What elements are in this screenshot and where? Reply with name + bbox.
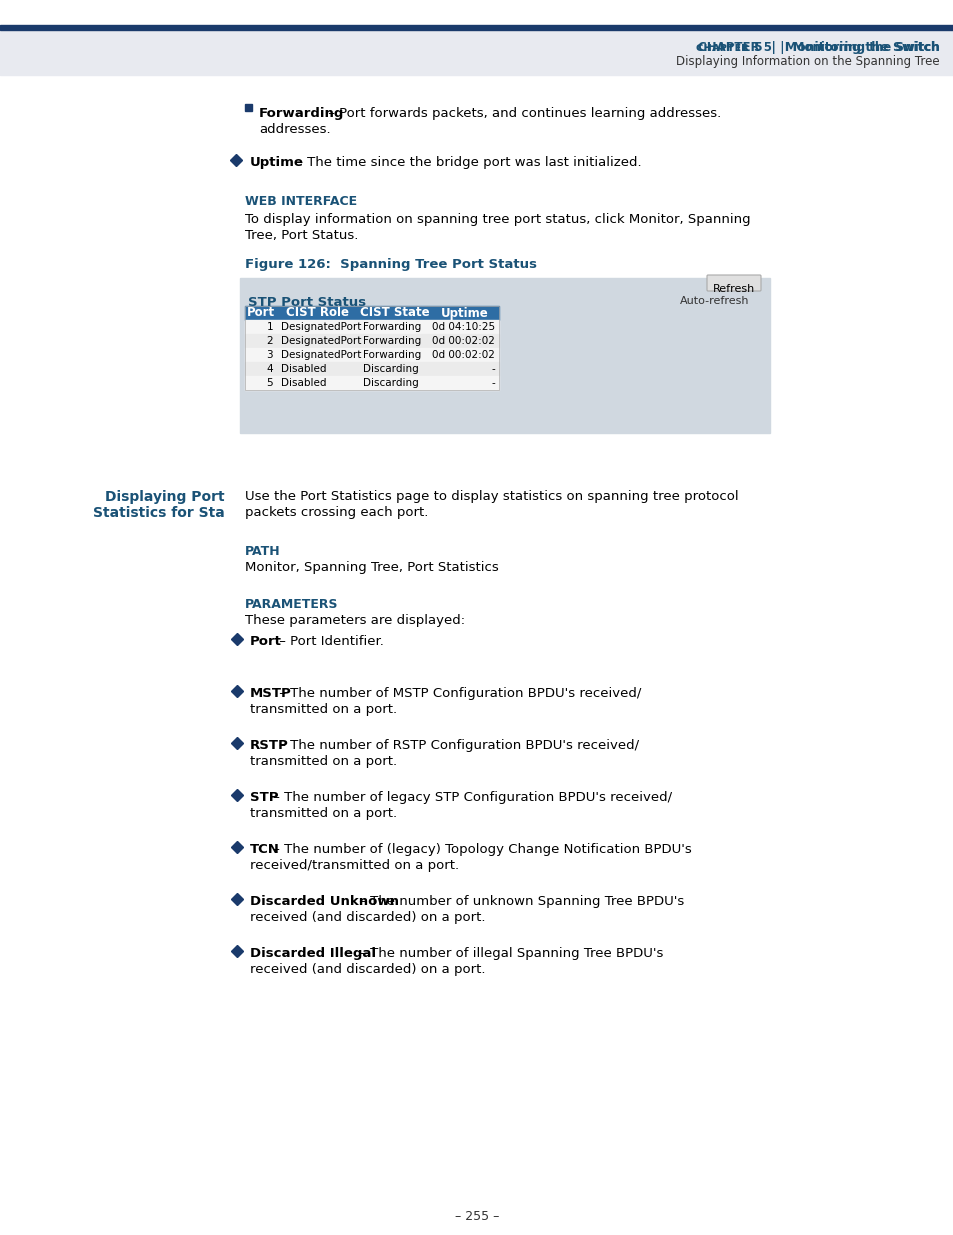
Text: To display information on spanning tree port status, click Monitor, Spanning: To display information on spanning tree … — [245, 212, 750, 226]
Text: packets crossing each port.: packets crossing each port. — [245, 506, 428, 519]
Text: 4: 4 — [266, 364, 273, 374]
Text: – The number of illegal Spanning Tree BPDU's: – The number of illegal Spanning Tree BP… — [355, 947, 663, 960]
Bar — [245, 333, 498, 348]
Text: STP: STP — [250, 790, 278, 804]
Bar — [245, 348, 498, 362]
Text: RSTP: RSTP — [250, 739, 289, 752]
Text: Port: Port — [250, 635, 281, 648]
Text: 2: 2 — [266, 336, 273, 346]
Text: 1: 1 — [266, 322, 273, 332]
Text: PATH: PATH — [245, 545, 280, 558]
Text: Discarded Unknown: Discarded Unknown — [250, 895, 398, 908]
Text: Forwarding: Forwarding — [363, 336, 421, 346]
Text: CIST State: CIST State — [360, 306, 430, 320]
Text: – The time since the bridge port was last initialized.: – The time since the bridge port was las… — [292, 156, 641, 169]
Text: Discarding: Discarding — [363, 364, 418, 374]
Bar — [240, 278, 769, 433]
Text: DesignatedPort: DesignatedPort — [281, 350, 361, 359]
Text: Discarded Illegal: Discarded Illegal — [250, 947, 375, 960]
Text: transmitted on a port.: transmitted on a port. — [250, 806, 396, 820]
Text: Auto-refresh: Auto-refresh — [679, 296, 749, 306]
Text: TCN: TCN — [250, 844, 279, 856]
Text: Forwarding: Forwarding — [258, 107, 344, 120]
Text: Forwarding: Forwarding — [363, 322, 421, 332]
Bar — [245, 306, 498, 320]
Text: MSTP: MSTP — [250, 687, 292, 700]
Text: – Port forwards packets, and continues learning addresses.: – Port forwards packets, and continues l… — [324, 107, 720, 120]
Text: Statistics for Sta: Statistics for Sta — [93, 506, 225, 520]
Text: Displaying Information on the Spanning Tree: Displaying Information on the Spanning T… — [676, 56, 939, 68]
Text: DesignatedPort: DesignatedPort — [281, 322, 361, 332]
Text: 3: 3 — [266, 350, 273, 359]
Text: CIST Role: CIST Role — [286, 306, 349, 320]
Text: Port: Port — [247, 306, 274, 320]
Text: – The number of unknown Spanning Tree BPDU's: – The number of unknown Spanning Tree BP… — [355, 895, 684, 908]
Text: Figure 126:  Spanning Tree Port Status: Figure 126: Spanning Tree Port Status — [245, 258, 537, 270]
Text: 0d 04:10:25: 0d 04:10:25 — [432, 322, 495, 332]
Text: transmitted on a port.: transmitted on a port. — [250, 755, 396, 768]
Text: received (and discarded) on a port.: received (and discarded) on a port. — [250, 911, 485, 924]
Text: Disabled: Disabled — [281, 378, 326, 388]
Text: – 255 –: – 255 – — [455, 1210, 498, 1223]
Bar — [0, 0, 953, 28]
Text: STP Port Status: STP Port Status — [248, 296, 366, 309]
Text: received/transmitted on a port.: received/transmitted on a port. — [250, 860, 458, 872]
Text: WEB INTERFACE: WEB INTERFACE — [245, 195, 356, 207]
Text: Refresh: Refresh — [712, 284, 755, 294]
FancyBboxPatch shape — [706, 275, 760, 291]
Text: Forwarding: Forwarding — [363, 350, 421, 359]
Text: – The number of (legacy) Topology Change Notification BPDU's: – The number of (legacy) Topology Change… — [269, 844, 691, 856]
Bar — [245, 362, 498, 375]
Text: Monitor, Spanning Tree, Port Statistics: Monitor, Spanning Tree, Port Statistics — [245, 561, 498, 574]
Text: 5: 5 — [266, 378, 273, 388]
Text: DesignatedPort: DesignatedPort — [281, 336, 361, 346]
Text: -: - — [491, 378, 495, 388]
Text: Use the Port Statistics page to display statistics on spanning tree protocol: Use the Port Statistics page to display … — [245, 490, 738, 503]
Text: Uptime: Uptime — [250, 156, 304, 169]
Bar — [0, 25, 953, 30]
Text: – The number of legacy STP Configuration BPDU's received/: – The number of legacy STP Configuration… — [269, 790, 671, 804]
Bar — [245, 375, 498, 390]
Text: Uptime: Uptime — [440, 306, 488, 320]
Text: addresses.: addresses. — [258, 124, 331, 136]
Text: – Port Identifier.: – Port Identifier. — [274, 635, 383, 648]
Text: Discarding: Discarding — [363, 378, 418, 388]
Text: 0d 00:02:02: 0d 00:02:02 — [432, 336, 495, 346]
Text: CHAPTER 5  |  Monitoring the Switch: CHAPTER 5 | Monitoring the Switch — [698, 41, 939, 53]
Bar — [245, 320, 498, 333]
Text: – The number of RSTP Configuration BPDU's received/: – The number of RSTP Configuration BPDU'… — [274, 739, 639, 752]
Text: Tree, Port Status.: Tree, Port Status. — [245, 228, 358, 242]
Text: transmitted on a port.: transmitted on a port. — [250, 703, 396, 716]
Text: -: - — [491, 364, 495, 374]
Text: Disabled: Disabled — [281, 364, 326, 374]
Bar — [245, 306, 498, 390]
Text: PARAMETERS: PARAMETERS — [245, 598, 338, 611]
Bar — [245, 104, 252, 111]
Text: These parameters are displayed:: These parameters are displayed: — [245, 614, 465, 627]
Text: 0d 00:02:02: 0d 00:02:02 — [432, 350, 495, 359]
Text: received (and discarded) on a port.: received (and discarded) on a port. — [250, 963, 485, 976]
Bar — [0, 28, 953, 75]
Bar — [747, 279, 757, 288]
Text: ᴄʜᴀᴘᴛᴇʀ 5  |  Monitoring the Switch: ᴄʜᴀᴘᴛᴇʀ 5 | Monitoring the Switch — [696, 42, 939, 54]
Text: – The number of MSTP Configuration BPDU's received/: – The number of MSTP Configuration BPDU'… — [274, 687, 640, 700]
Text: Displaying Port: Displaying Port — [105, 490, 225, 504]
